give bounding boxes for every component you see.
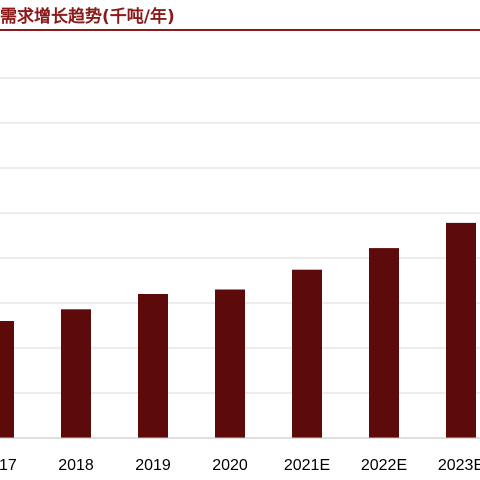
x-tick-label-2018: 2018 bbox=[58, 457, 94, 474]
bar-2020 bbox=[215, 289, 245, 438]
bar-2019 bbox=[138, 294, 168, 438]
bar-2021E bbox=[292, 269, 322, 438]
x-tick-label-2023E: 2023E bbox=[438, 457, 480, 474]
x-tick-label-2022E: 2022E bbox=[361, 457, 407, 474]
chart-title: 需求增长趋势(千吨/年) bbox=[0, 7, 175, 27]
bar-2018 bbox=[61, 309, 91, 438]
x-tick-label-2019: 2019 bbox=[135, 457, 171, 474]
x-tick-label-2021E: 2021E bbox=[284, 457, 330, 474]
x-tick-labels: 2017 2018 2019 2020 2021E 2022E 2023E bbox=[0, 457, 480, 474]
bars bbox=[0, 222, 476, 438]
bar-2023E bbox=[446, 222, 476, 438]
x-tick-label-2017: 2017 bbox=[0, 457, 17, 474]
bar-2022E bbox=[369, 248, 399, 438]
bar-2017 bbox=[0, 321, 14, 438]
x-tick-label-2020: 2020 bbox=[212, 457, 248, 474]
title-divider bbox=[0, 29, 480, 31]
